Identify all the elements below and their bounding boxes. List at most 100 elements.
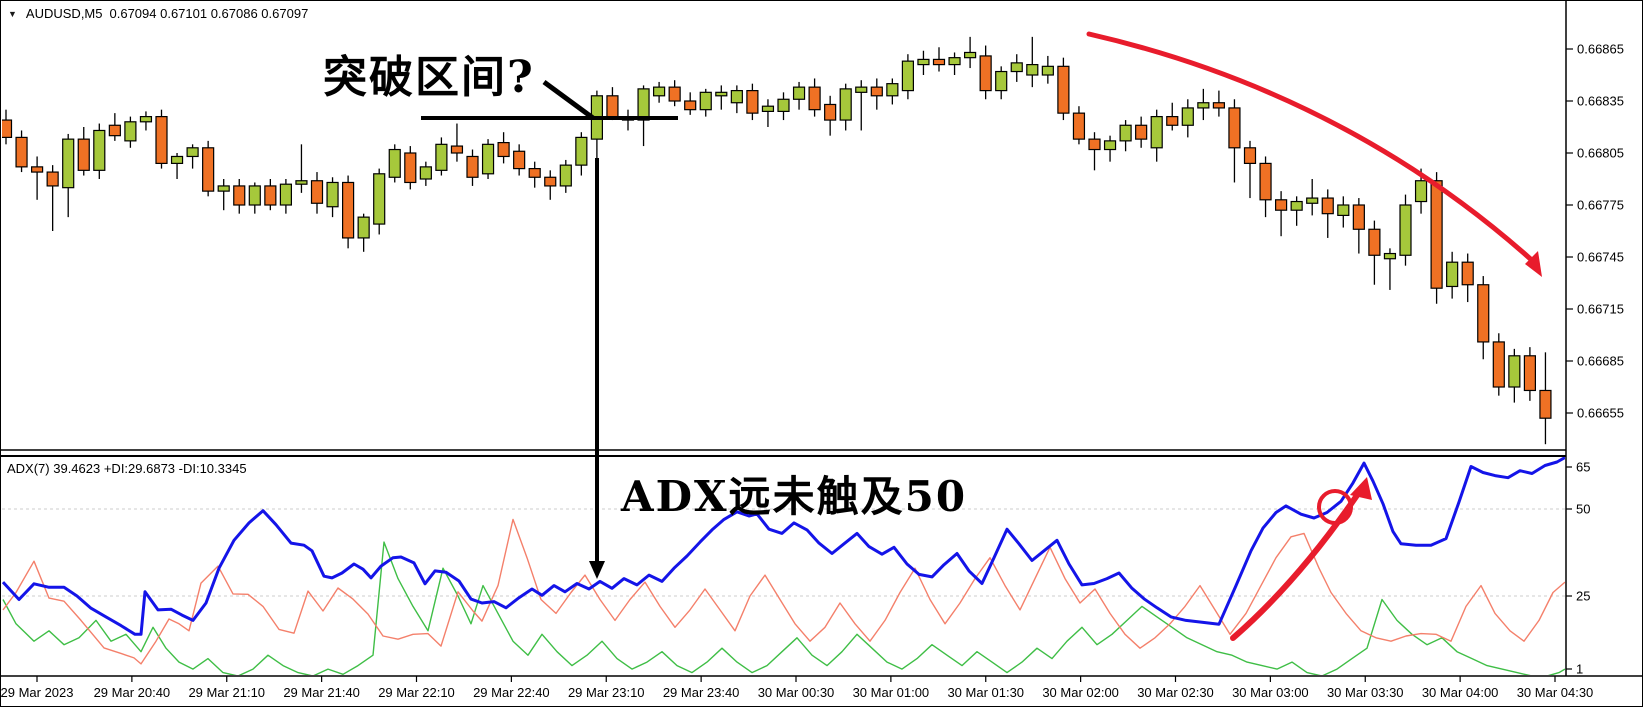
time-axis: 29 Mar 2023 29 Mar 20:40 29 Mar 21:10 29 Ma… xyxy=(1,676,1593,700)
candle-bull xyxy=(575,136,588,166)
candle-bear xyxy=(342,181,355,239)
candle-bull xyxy=(295,180,308,185)
time-axis-label: 29 Mar 22:40 xyxy=(473,685,550,700)
candle-bull xyxy=(1399,204,1412,256)
price-axis: 0.66865 0.66835 0.66805 0.66775 0.66745 0.667… xyxy=(1566,42,1624,421)
candle-bear xyxy=(606,95,619,118)
candle-bull xyxy=(1103,140,1117,151)
candle-bear xyxy=(46,171,59,187)
candle-bull xyxy=(326,181,339,208)
time-axis-label: 30 Mar 01:30 xyxy=(947,685,1024,700)
candle-bull xyxy=(248,185,261,206)
candle-bull xyxy=(373,173,386,225)
red-rise-arrow-curve xyxy=(1230,482,1367,641)
adx-axis-label: 65 xyxy=(1576,460,1590,475)
candle-bull xyxy=(855,86,868,93)
candle-bull xyxy=(559,164,572,187)
time-axis-label: 30 Mar 02:00 xyxy=(1042,685,1119,700)
adx-axis-label: 25 xyxy=(1576,589,1590,604)
candle-bull xyxy=(730,89,743,104)
price-axis-label: 0.66835 xyxy=(1577,94,1624,109)
candle-bear xyxy=(31,166,44,173)
time-axis-label: 30 Mar 04:30 xyxy=(1517,685,1594,700)
candle-bull xyxy=(699,91,712,111)
candle-bull xyxy=(1508,355,1521,388)
time-axis-label: 29 Mar 21:40 xyxy=(283,685,360,700)
red-rise-arrow-head xyxy=(1350,477,1372,500)
candle-bear xyxy=(544,176,557,187)
candle-bear xyxy=(233,185,246,206)
candle-bear xyxy=(1430,180,1443,289)
candle-bull xyxy=(170,155,184,164)
candle-bull xyxy=(1446,261,1459,288)
candle-bear xyxy=(1243,147,1257,164)
candle-bull xyxy=(917,58,930,66)
time-axis-label: 29 Mar 23:40 xyxy=(663,685,740,700)
symbol-dropdown-icon[interactable]: ▼ xyxy=(8,8,17,19)
time-axis-label: 30 Mar 04:00 xyxy=(1422,685,1499,700)
candle-bear xyxy=(1461,261,1474,286)
adx-lines-group xyxy=(2,457,1565,675)
candle-bear xyxy=(1088,138,1101,151)
adx-axis: 65 50 25 1 xyxy=(1566,460,1590,677)
price-axis-label: 0.66775 xyxy=(1577,198,1624,213)
candle-bull xyxy=(435,143,448,171)
time-axis-label: 29 Mar 21:10 xyxy=(188,685,265,700)
candle-bull xyxy=(1306,197,1319,204)
candle-bull xyxy=(963,51,977,59)
candle-bull xyxy=(761,105,775,112)
candle-bear xyxy=(746,89,759,114)
candle-bull xyxy=(93,129,106,171)
candles-group xyxy=(2,36,1552,445)
chart-title: ▼ AUDUSD,M5 0.67094 0.67101 0.67086 0.67… xyxy=(8,6,308,21)
candle-bull xyxy=(279,183,292,206)
price-axis-label: 0.66865 xyxy=(1577,42,1624,57)
candle-bear xyxy=(404,152,417,184)
candle-bull xyxy=(1150,115,1163,149)
candle-bear xyxy=(310,180,324,204)
candle-bear xyxy=(668,86,681,102)
time-axis-label: 29 Mar 2023 xyxy=(1,685,74,700)
adx-axis-label: 1 xyxy=(1576,662,1583,677)
candle-bear xyxy=(1477,284,1490,343)
candle-bear xyxy=(1228,107,1241,149)
adx-gridlines xyxy=(2,508,1566,597)
candle-bear xyxy=(1321,197,1334,215)
price-axis-label: 0.66655 xyxy=(1577,406,1624,421)
candle-bear xyxy=(108,124,121,137)
candle-bull xyxy=(1026,63,1039,76)
candle-bull xyxy=(388,148,401,178)
time-axis-label: 30 Mar 03:30 xyxy=(1327,685,1404,700)
candle-bear xyxy=(824,103,837,121)
candle-bull xyxy=(217,185,230,192)
candle-bear xyxy=(979,55,992,92)
red-decline-arrow-curve xyxy=(1086,31,1538,266)
red-annotations xyxy=(1086,31,1542,641)
candle-bull xyxy=(62,138,75,189)
candle-bear xyxy=(684,100,697,111)
candle-bull xyxy=(715,91,728,97)
candle-bull xyxy=(419,166,432,180)
candle-bear xyxy=(77,138,90,171)
time-axis-label: 29 Mar 23:10 xyxy=(568,685,645,700)
candle-bull xyxy=(357,216,370,239)
candle-bear xyxy=(202,147,215,192)
candle-bull xyxy=(901,60,915,92)
candle-bear xyxy=(1259,162,1272,201)
time-axis-label: 30 Mar 01:00 xyxy=(853,685,930,700)
candle-bear xyxy=(264,185,277,206)
price-axis-label: 0.66715 xyxy=(1577,302,1624,317)
candle-bull xyxy=(1041,65,1054,76)
candle-bear xyxy=(155,115,168,164)
candle-bull xyxy=(948,57,961,66)
price-axis-label: 0.66745 xyxy=(1577,250,1624,265)
candle-bear xyxy=(497,141,510,158)
price-axis-label: 0.66685 xyxy=(1577,354,1624,369)
red-decline-arrow-head xyxy=(1525,251,1542,277)
candle-bear xyxy=(450,145,464,154)
candle-bear xyxy=(1368,228,1381,256)
candle-bull xyxy=(1337,204,1350,216)
candle-bull xyxy=(1290,200,1303,211)
